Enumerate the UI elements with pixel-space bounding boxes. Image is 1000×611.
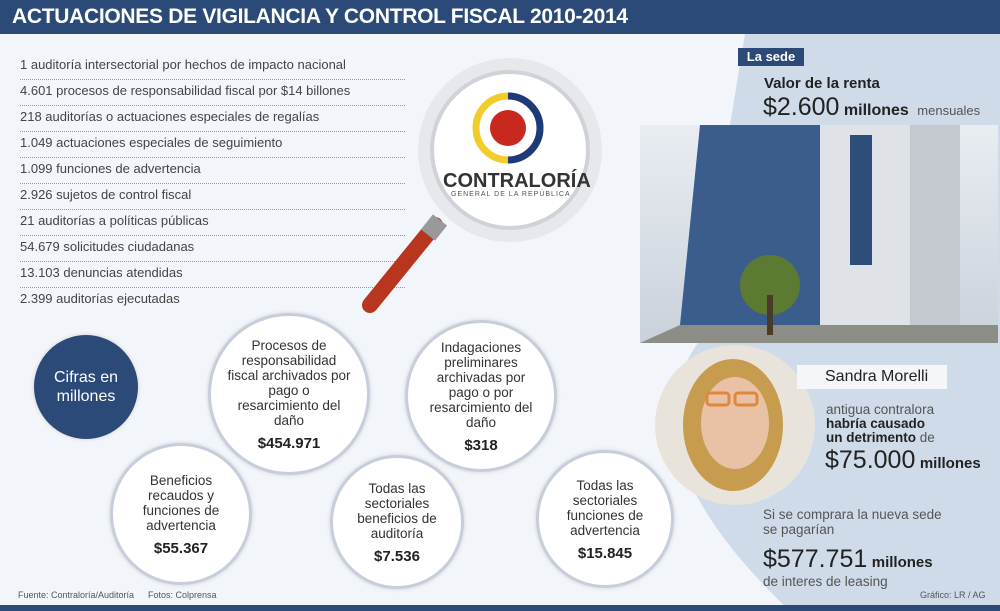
compra-unit: millones bbox=[871, 554, 933, 571]
list-item: 1 auditoría intersectorial por hechos de… bbox=[20, 54, 405, 80]
renta-suffix: mensuales bbox=[917, 103, 981, 118]
renta-unit: millones bbox=[843, 102, 909, 119]
renta-line: $2.600 millones mensuales bbox=[763, 93, 980, 122]
renta-label: Valor de la renta bbox=[764, 75, 880, 92]
stat-circle: Beneficios recaudos y funciones de adver… bbox=[110, 443, 252, 585]
stat-value: $7.536 bbox=[374, 547, 420, 565]
stat-value: $454.971 bbox=[257, 434, 321, 452]
person-line1: antigua contralora bbox=[826, 402, 935, 417]
source-note: Fuente: Contraloría/Auditoría bbox=[18, 590, 135, 600]
person-line2: habría causado bbox=[826, 416, 926, 431]
stat-label: Beneficios recaudos y funciones de adver… bbox=[142, 472, 220, 533]
list-item: 2.926 sujetos de control fiscal bbox=[20, 184, 405, 210]
list-item: 1.099 funciones de advertencia bbox=[20, 158, 405, 184]
list-item: 2.399 auditorías ejecutadas bbox=[20, 291, 180, 306]
stat-circle: Todas las sectoriales funciones de adver… bbox=[536, 450, 674, 588]
stat-circle: Todas las sectoriales beneficios de audi… bbox=[330, 455, 464, 589]
compra-line1: Si se comprara la nueva sede bbox=[763, 507, 942, 522]
compra-amount-line: $577.751 millones bbox=[763, 545, 933, 574]
detriment-line: $75.000 millones bbox=[825, 446, 981, 475]
stat-circle: Procesos de responsabilidad fiscal archi… bbox=[208, 313, 370, 475]
list-item: 54.679 solicitudes ciudadanas bbox=[20, 236, 405, 262]
person-line3-suffix: de bbox=[919, 430, 935, 445]
person-line3-bold: un detrimento bbox=[826, 430, 916, 445]
compra-line3: de interes de leasing bbox=[763, 574, 888, 589]
renta-value: $2.600 bbox=[763, 93, 840, 121]
logo-subtitle: GENERAL DE LA REPÚBLICA bbox=[451, 191, 571, 198]
person-line3: un detrimento de bbox=[826, 430, 935, 445]
stat-value: $15.845 bbox=[577, 544, 633, 562]
magnifier-icon bbox=[362, 58, 602, 313]
section-tag: La sede bbox=[738, 48, 804, 66]
detriment-unit: millones bbox=[919, 455, 981, 472]
cifras-badge: Cifras en millones bbox=[34, 335, 138, 439]
list-item: 218 auditorías o actuaciones especiales … bbox=[20, 106, 405, 132]
portrait-photo bbox=[655, 345, 815, 505]
detriment-amount: $75.000 bbox=[825, 446, 916, 474]
stat-label: Indagaciones preliminares archivadas por… bbox=[429, 339, 533, 430]
list-item: 4.601 procesos de responsabilidad fiscal… bbox=[20, 80, 405, 106]
person-name: Sandra Morelli bbox=[797, 365, 947, 389]
page-title: ACTUACIONES DE VIGILANCIA Y CONTROL FISC… bbox=[0, 0, 1000, 34]
stat-label: Todas las sectoriales beneficios de audi… bbox=[357, 480, 437, 541]
logo-name: CONTRALORÍA bbox=[443, 170, 591, 192]
photos-note: Fotos: Colprensa bbox=[148, 590, 217, 600]
list-item: 21 auditorías a políticas públicas bbox=[20, 210, 405, 236]
stat-label: Todas las sectoriales funciones de adver… bbox=[566, 477, 644, 538]
list-item: 1.049 actuaciones especiales de seguimie… bbox=[20, 132, 405, 158]
compra-amount: $577.751 bbox=[763, 545, 868, 573]
stat-value: $55.367 bbox=[153, 539, 209, 557]
list-item: 13.103 denuncias atendidas bbox=[20, 262, 405, 288]
stat-circle: Indagaciones preliminares archivadas por… bbox=[405, 320, 557, 472]
credit-note: Gráfico: LR / AG bbox=[920, 590, 986, 600]
compra-line2: se pagarían bbox=[763, 522, 835, 537]
stat-value: $318 bbox=[464, 436, 498, 454]
building-photo bbox=[640, 125, 998, 343]
stat-label: Procesos de responsabilidad fiscal archi… bbox=[227, 337, 351, 428]
